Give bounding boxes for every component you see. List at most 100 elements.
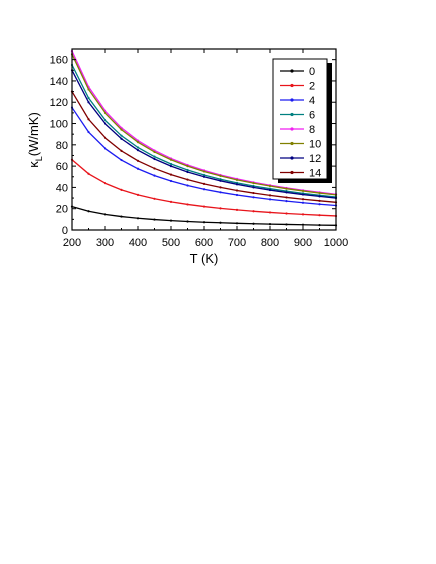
y-tick-label: 120 xyxy=(50,97,68,109)
data-point xyxy=(219,179,222,182)
y-tick-label: 60 xyxy=(56,161,68,173)
data-point xyxy=(318,214,321,217)
data-point xyxy=(186,165,189,168)
data-point xyxy=(120,149,123,152)
legend-marker xyxy=(290,112,294,117)
x-tick-label: 1000 xyxy=(324,237,348,249)
legend-label: 2 xyxy=(309,81,315,93)
data-point xyxy=(285,212,288,215)
data-point xyxy=(136,149,140,152)
legend-label: 4 xyxy=(309,95,315,107)
data-point xyxy=(235,183,239,186)
data-point xyxy=(136,217,140,220)
legend-label: 12 xyxy=(309,153,321,165)
legend-entry-0: 0 xyxy=(280,66,315,78)
data-point xyxy=(301,213,305,216)
data-point xyxy=(301,189,305,193)
x-axis-title: T (K) xyxy=(190,251,219,266)
data-point xyxy=(169,162,173,166)
y-axis-title-rest: (W/mK) xyxy=(26,112,41,156)
data-point xyxy=(120,137,123,140)
x-tick-label: 900 xyxy=(294,237,312,249)
data-point xyxy=(202,173,206,177)
data-point xyxy=(202,175,206,178)
data-point xyxy=(186,168,189,172)
legend-box xyxy=(272,58,328,180)
legend-entry-14: 14 xyxy=(280,168,321,180)
data-point xyxy=(219,174,222,178)
y-tick-label: 0 xyxy=(62,225,68,237)
legend-marker xyxy=(290,98,294,102)
legend-entry-4: 4 xyxy=(280,95,315,107)
data-point xyxy=(136,193,140,196)
data-point xyxy=(318,203,321,206)
data-point xyxy=(87,118,90,121)
data-point xyxy=(202,205,206,208)
data-point xyxy=(219,186,222,189)
data-point xyxy=(202,188,206,191)
x-tick-label: 800 xyxy=(261,237,279,249)
y-tick-label: 140 xyxy=(50,76,68,88)
data-point xyxy=(268,184,272,188)
data-point xyxy=(169,219,173,222)
data-point xyxy=(153,157,156,161)
data-point xyxy=(202,221,206,224)
data-point xyxy=(219,207,222,210)
data-point xyxy=(103,147,107,150)
data-point xyxy=(301,193,305,196)
data-point xyxy=(318,199,321,202)
data-point xyxy=(318,191,321,195)
legend-marker xyxy=(290,170,294,175)
data-point xyxy=(285,223,288,226)
data-point xyxy=(235,222,239,225)
y-axis-title: κL(W/mK) xyxy=(26,112,44,168)
legend-entry-12: 12 xyxy=(280,153,321,165)
data-point xyxy=(87,172,90,175)
data-point xyxy=(169,165,173,168)
y-tick-label: 80 xyxy=(56,140,68,152)
data-point xyxy=(186,170,189,174)
data-point xyxy=(301,198,305,201)
legend-label: 14 xyxy=(309,168,321,180)
svg-text:κL(W/mK): κL(W/mK) xyxy=(26,112,44,168)
data-point xyxy=(153,150,156,154)
legend-marker xyxy=(290,127,294,131)
data-point xyxy=(87,210,90,213)
data-point xyxy=(87,130,90,134)
data-point xyxy=(301,201,305,204)
data-point xyxy=(252,196,255,199)
series-0 xyxy=(70,205,338,227)
data-point xyxy=(103,213,107,216)
y-axis-title-main: κ xyxy=(26,161,41,168)
data-point xyxy=(169,200,173,203)
legend-entry-8: 8 xyxy=(280,124,315,136)
data-point xyxy=(268,198,272,201)
y-tick-label: 40 xyxy=(56,182,68,194)
data-point xyxy=(103,111,107,114)
y-tick-label: 160 xyxy=(50,55,68,67)
legend-label: 8 xyxy=(309,124,315,136)
data-point xyxy=(186,184,189,187)
x-tick-label: 400 xyxy=(129,237,147,249)
data-point xyxy=(301,223,305,226)
data-point xyxy=(318,224,321,227)
data-point xyxy=(235,178,239,181)
data-point xyxy=(235,189,239,192)
y-axis-title-sub: L xyxy=(34,156,44,161)
data-point xyxy=(136,167,140,170)
data-point xyxy=(252,222,255,225)
data-point xyxy=(120,215,123,218)
data-point xyxy=(268,194,272,197)
legend-label: 6 xyxy=(309,110,315,122)
data-point xyxy=(87,101,90,104)
data-point xyxy=(153,167,156,170)
legend-entry-6: 6 xyxy=(280,110,315,122)
series-4 xyxy=(70,106,338,207)
series-12 xyxy=(70,69,338,200)
data-point xyxy=(268,211,272,214)
x-tick-label: 600 xyxy=(195,237,213,249)
legend-marker xyxy=(290,156,294,160)
legend-label: 10 xyxy=(309,139,321,151)
data-point xyxy=(252,210,255,213)
data-point xyxy=(153,174,156,177)
